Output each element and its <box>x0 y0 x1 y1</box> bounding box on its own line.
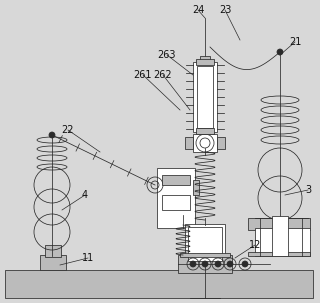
Circle shape <box>190 261 196 267</box>
Bar <box>45 245 61 257</box>
Text: 261: 261 <box>134 70 152 80</box>
Text: 262: 262 <box>154 70 172 80</box>
Bar <box>193 62 217 132</box>
Bar <box>248 252 310 256</box>
Bar <box>197 66 213 128</box>
Text: 21: 21 <box>289 37 301 47</box>
Bar <box>157 168 195 228</box>
Bar <box>217 137 225 149</box>
Circle shape <box>49 132 55 138</box>
Bar <box>185 137 193 149</box>
Bar <box>162 175 190 185</box>
Bar <box>255 228 310 256</box>
Circle shape <box>277 49 283 55</box>
Circle shape <box>242 261 248 267</box>
Bar <box>178 255 232 273</box>
Text: 12: 12 <box>249 240 261 250</box>
Bar <box>200 56 210 62</box>
Bar <box>248 218 310 230</box>
Bar <box>180 253 230 257</box>
Text: 11: 11 <box>82 253 94 263</box>
Circle shape <box>227 261 233 267</box>
Bar <box>162 195 190 210</box>
Text: 22: 22 <box>62 125 74 135</box>
Bar <box>196 128 214 134</box>
Circle shape <box>215 261 221 267</box>
Bar <box>196 59 214 65</box>
Text: 3: 3 <box>305 185 311 195</box>
Text: 4: 4 <box>82 190 88 200</box>
Text: 263: 263 <box>158 50 176 60</box>
Bar <box>185 224 225 264</box>
Bar <box>193 134 217 152</box>
Text: 23: 23 <box>219 5 231 15</box>
Bar <box>5 270 313 298</box>
Bar <box>40 255 66 270</box>
Bar <box>188 227 222 261</box>
Bar <box>193 180 199 195</box>
Bar <box>272 216 288 256</box>
Circle shape <box>202 261 208 267</box>
Text: 24: 24 <box>192 5 204 15</box>
